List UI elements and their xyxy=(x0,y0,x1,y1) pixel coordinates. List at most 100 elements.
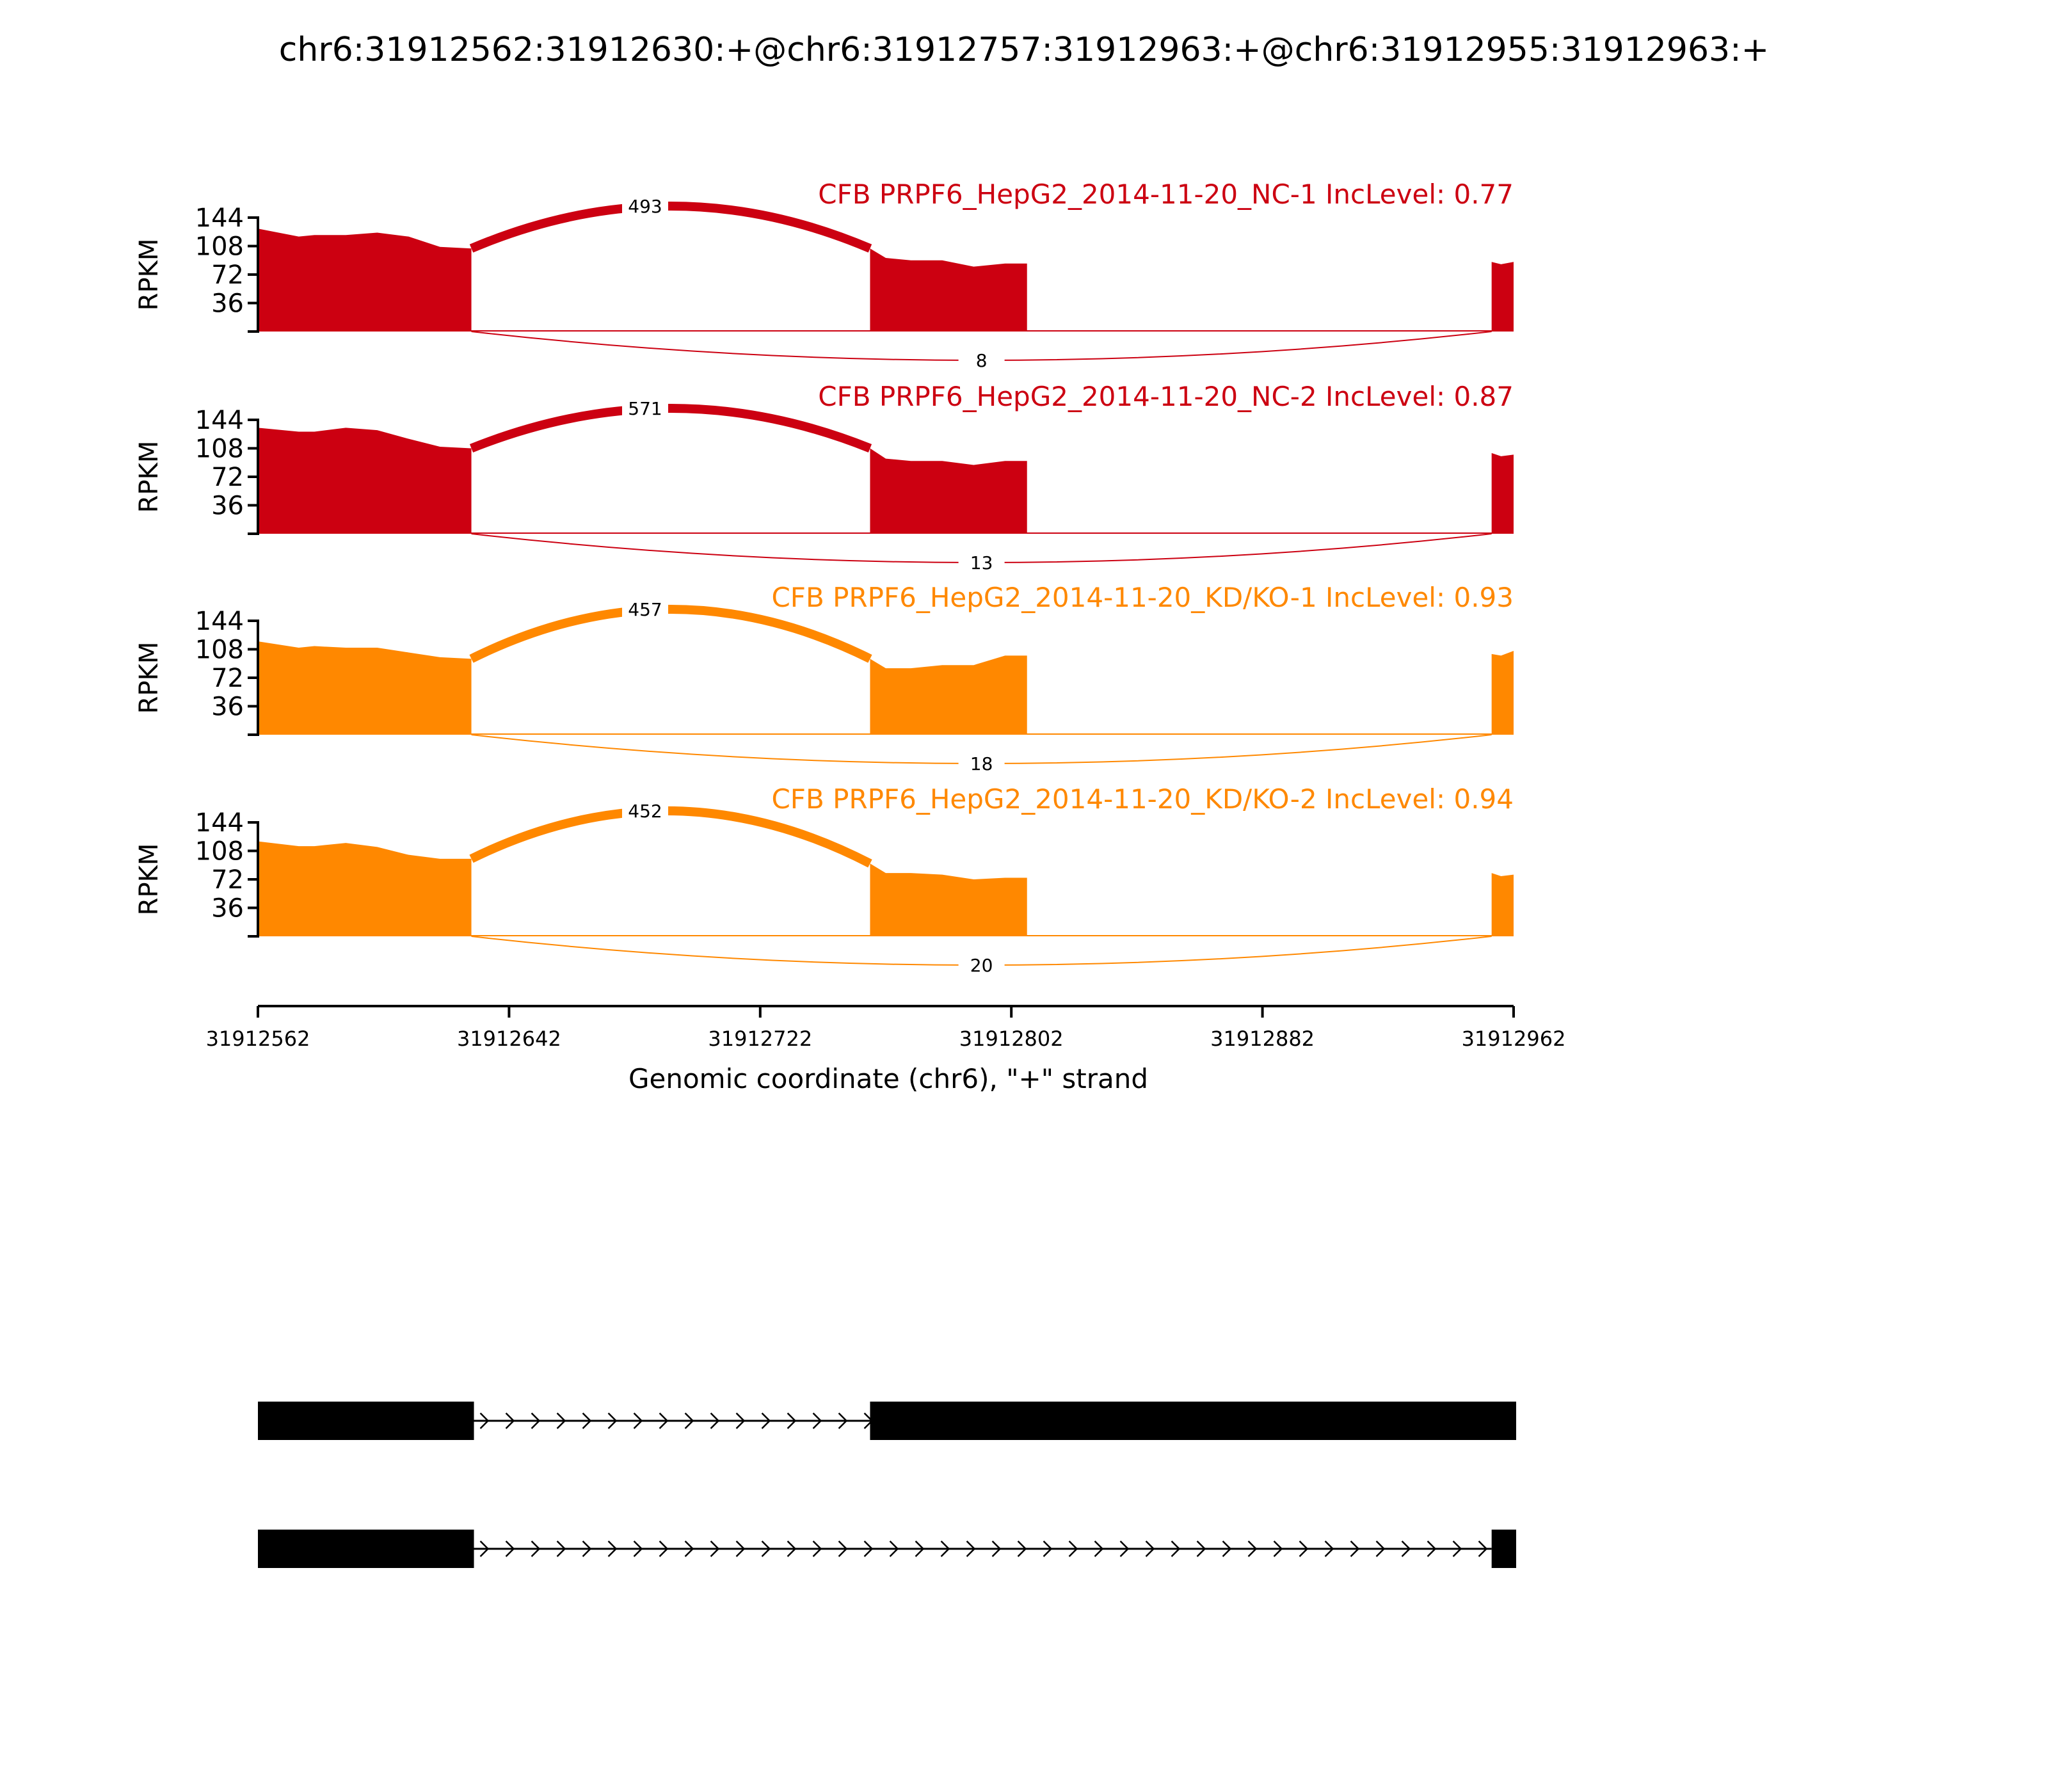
x-tick-label: 31912882 xyxy=(1210,1027,1315,1051)
strand-arrow-icon xyxy=(479,1412,490,1429)
chart-title: chr6:31912562:31912630:+@chr6:31912757:3… xyxy=(279,31,1769,69)
junction-label-bg xyxy=(958,751,1005,776)
y-tick-label: 108 xyxy=(195,435,244,464)
strand-arrow-icon xyxy=(633,1540,643,1557)
x-tick-label: 31912562 xyxy=(206,1027,310,1051)
y-tick-label: 144 xyxy=(195,406,244,435)
strand-arrow-icon xyxy=(838,1412,848,1429)
x-axis: 31912562 31912642 31912722 31912802 31912882… xyxy=(206,1005,1566,1051)
strand-arrow-icon xyxy=(1017,1540,1027,1557)
x-tick-label: 31912962 xyxy=(1462,1027,1566,1051)
y-tick-label: 72 xyxy=(211,260,244,290)
y-tick-label: 108 xyxy=(195,636,244,665)
y-tick-label: 36 xyxy=(211,692,244,722)
strand-arrow-icon xyxy=(710,1412,720,1429)
junction-count: 13 xyxy=(970,552,993,573)
x-tick-label: 31912722 xyxy=(708,1027,812,1051)
strand-arrow-icon xyxy=(735,1540,746,1557)
junction-count: 571 xyxy=(628,398,662,419)
strand-arrow-icon xyxy=(633,1412,643,1429)
junction-label-bg xyxy=(622,798,669,824)
strand-arrow-icon xyxy=(1401,1540,1411,1557)
exon-block xyxy=(1491,1530,1516,1568)
y-axis-label: RPKM xyxy=(134,239,164,311)
coverage-area xyxy=(258,228,472,332)
junction-label-bg xyxy=(958,348,1005,373)
exon-block xyxy=(258,1530,474,1568)
strand-arrow-icon xyxy=(915,1540,925,1557)
strand-arrow-icon xyxy=(787,1412,797,1429)
strand-arrow-icon xyxy=(838,1540,848,1557)
junction-arc xyxy=(469,202,872,253)
coverage-area xyxy=(1491,262,1514,332)
strand-arrow-icon xyxy=(582,1412,592,1429)
junction-count: 18 xyxy=(970,753,993,774)
y-tick-label: 72 xyxy=(211,664,244,693)
strand-arrow-icon xyxy=(1324,1540,1334,1557)
y-tick-label: 36 xyxy=(211,289,244,319)
strand-arrow-icon xyxy=(710,1540,720,1557)
coverage-area xyxy=(870,448,1027,534)
sample-label: CFB PRPF6_HepG2_2014-11-20_NC-1 IncLevel… xyxy=(818,179,1514,210)
y-tick-label: 144 xyxy=(195,607,244,636)
strand-arrow-icon xyxy=(1375,1540,1386,1557)
strand-arrow-icon xyxy=(812,1540,822,1557)
strand-arrow-icon xyxy=(1350,1540,1360,1557)
coverage-area xyxy=(1491,873,1514,936)
y-axis-label: RPKM xyxy=(134,642,164,714)
junction-label-bg xyxy=(622,193,669,219)
y-tick-label: 144 xyxy=(195,204,244,233)
strand-arrow-icon xyxy=(607,1540,618,1557)
strand-arrow-icon xyxy=(479,1540,490,1557)
isoform-track xyxy=(258,1402,1516,1440)
strand-arrow-icon xyxy=(991,1540,1002,1557)
y-tick-label: 144 xyxy=(195,808,244,838)
y-tick-label: 72 xyxy=(211,865,244,895)
strand-arrow-icon xyxy=(684,1412,694,1429)
strand-arrow-icon xyxy=(1478,1540,1488,1557)
strand-arrow-icon xyxy=(607,1412,618,1429)
strand-arrow-icon xyxy=(1273,1540,1283,1557)
y-axis-label: RPKM xyxy=(134,844,164,916)
coverage-area xyxy=(1491,452,1514,534)
exon-block xyxy=(258,1402,474,1440)
strand-arrow-icon xyxy=(761,1412,771,1429)
junction-count: 8 xyxy=(976,350,988,371)
y-tick-label: 36 xyxy=(211,894,244,924)
strand-arrow-icon xyxy=(940,1540,950,1557)
strand-arrow-icon xyxy=(1043,1540,1053,1557)
sample-label: CFB PRPF6_HepG2_2014-11-20_NC-2 IncLevel… xyxy=(818,381,1514,412)
strand-arrow-icon xyxy=(889,1540,899,1557)
strand-arrow-icon xyxy=(1196,1540,1206,1557)
y-tick-label: 108 xyxy=(195,232,244,262)
strand-arrow-icon xyxy=(812,1412,822,1429)
strand-arrow-icon xyxy=(505,1540,515,1557)
x-tick-label: 31912802 xyxy=(959,1027,1064,1051)
junction-label-bg xyxy=(622,396,669,421)
strand-arrow-icon xyxy=(761,1540,771,1557)
x-tick-label: 31912642 xyxy=(457,1027,561,1051)
strand-arrow-icon xyxy=(1299,1540,1309,1557)
strand-arrow-icon xyxy=(1145,1540,1155,1557)
junction-count: 457 xyxy=(628,599,662,620)
junction-count: 20 xyxy=(970,955,993,976)
coverage-area xyxy=(258,428,472,534)
coverage-area xyxy=(258,641,472,735)
strand-arrow-icon xyxy=(863,1540,874,1557)
strand-arrow-icon xyxy=(1247,1540,1258,1557)
strand-arrow-icon xyxy=(1427,1540,1437,1557)
isoform-track xyxy=(258,1530,1516,1568)
y-axis-label: RPKM xyxy=(134,441,164,513)
strand-arrow-icon xyxy=(735,1412,746,1429)
junction-count: 452 xyxy=(628,801,662,822)
coverage-area xyxy=(1491,650,1514,735)
x-axis-label: Genomic coordinate (chr6), "+" strand xyxy=(628,1063,1148,1094)
junction-label-bg xyxy=(622,596,669,622)
junction-count: 493 xyxy=(628,196,662,217)
strand-arrow-icon xyxy=(531,1412,541,1429)
strand-arrow-icon xyxy=(1452,1540,1462,1557)
strand-arrow-icon xyxy=(966,1540,976,1557)
